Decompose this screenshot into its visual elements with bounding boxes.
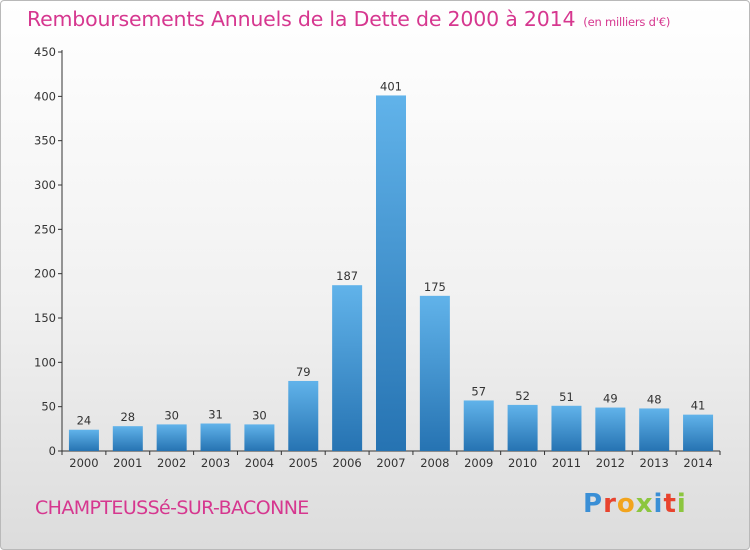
chart-axes: 0 50 100 150 200 250 300 350 400 450 2000 2001 2002 2… <box>34 45 721 470</box>
chart-bars <box>68 95 714 452</box>
bar-2014 <box>683 414 714 451</box>
data-label-2002: 30 <box>164 408 179 422</box>
data-label-2009: 57 <box>471 384 486 398</box>
y-tick-label: 400 <box>34 89 56 103</box>
data-label-2006: 187 <box>336 269 358 283</box>
x-tick-label-2000: 2000 <box>69 456 98 470</box>
bar-2004 <box>244 424 275 451</box>
chart-data-labels: 24 28 30 31 30 79 187 401 175 57 52 51 49 48 41 <box>77 79 706 427</box>
x-tick-label-2009: 2009 <box>464 456 493 470</box>
logo-letter: i <box>676 489 687 519</box>
data-label-2000: 24 <box>77 414 92 428</box>
bar-2006 <box>332 285 363 451</box>
logo-letter: o <box>616 489 636 519</box>
x-tick-label-2002: 2002 <box>157 456 186 470</box>
commune-name: CHAMPTEUSSé-SUR-BACONNE <box>35 497 309 519</box>
x-tick-label-2012: 2012 <box>596 456 625 470</box>
x-tick-label-2013: 2013 <box>640 456 669 470</box>
x-tick-label-2010: 2010 <box>508 456 537 470</box>
y-tick-label: 250 <box>34 222 56 236</box>
bar-2009 <box>463 400 494 451</box>
bar-2000 <box>68 429 99 451</box>
bar-2005 <box>288 380 319 451</box>
logo-letter: x <box>635 489 654 519</box>
proxiti-logo[interactable]: Proxiti <box>583 489 687 519</box>
y-tick-label: 450 <box>34 45 56 59</box>
data-label-2008: 175 <box>424 280 446 294</box>
data-label-2003: 31 <box>208 408 223 422</box>
y-tick-label: 100 <box>34 355 56 369</box>
data-label-2001: 28 <box>120 410 135 424</box>
data-label-2012: 49 <box>603 392 618 406</box>
logo-letter: r <box>603 489 617 519</box>
y-tick-label: 50 <box>41 400 56 414</box>
bar-2010 <box>507 404 538 451</box>
data-label-2005: 79 <box>296 365 311 379</box>
chart-title: Remboursements Annuels de la Dette de 20… <box>27 7 670 31</box>
chart-title-text: Remboursements Annuels de la Dette de 20… <box>27 7 576 31</box>
x-tick-label-2014: 2014 <box>683 456 712 470</box>
bar-2013 <box>639 408 670 451</box>
bar-2011 <box>551 405 582 451</box>
x-tick-label-2005: 2005 <box>289 456 318 470</box>
data-label-2010: 52 <box>515 389 530 403</box>
x-tick-label-2001: 2001 <box>113 456 142 470</box>
x-tick-label-2011: 2011 <box>552 456 581 470</box>
logo-letter: t <box>663 489 677 519</box>
data-label-2011: 51 <box>559 390 574 404</box>
bar-2002 <box>156 424 187 451</box>
x-tick-label-2006: 2006 <box>332 456 361 470</box>
bar-2007 <box>376 95 406 452</box>
logo-letter: i <box>653 489 664 519</box>
bar-2003 <box>200 423 231 451</box>
data-label-2013: 48 <box>647 392 662 406</box>
data-label-2014: 41 <box>691 399 706 413</box>
x-tick-label-2003: 2003 <box>201 456 230 470</box>
x-tick-label-2007: 2007 <box>376 456 405 470</box>
data-label-2004: 30 <box>252 408 267 422</box>
y-tick-label: 350 <box>34 134 56 148</box>
bar-2001 <box>112 426 143 451</box>
chart-unit: (en milliers d'€) <box>583 15 671 29</box>
y-tick-label: 300 <box>34 178 56 192</box>
x-tick-label-2008: 2008 <box>420 456 449 470</box>
y-tick-label: 150 <box>34 311 56 325</box>
bar-2008 <box>419 295 450 451</box>
y-tick-label: 0 <box>49 444 56 458</box>
y-tick-label: 200 <box>34 267 56 281</box>
data-label-2007: 401 <box>380 79 402 93</box>
bar-2012 <box>595 407 626 451</box>
x-tick-label-2004: 2004 <box>245 456 274 470</box>
logo-letter: P <box>583 489 604 519</box>
